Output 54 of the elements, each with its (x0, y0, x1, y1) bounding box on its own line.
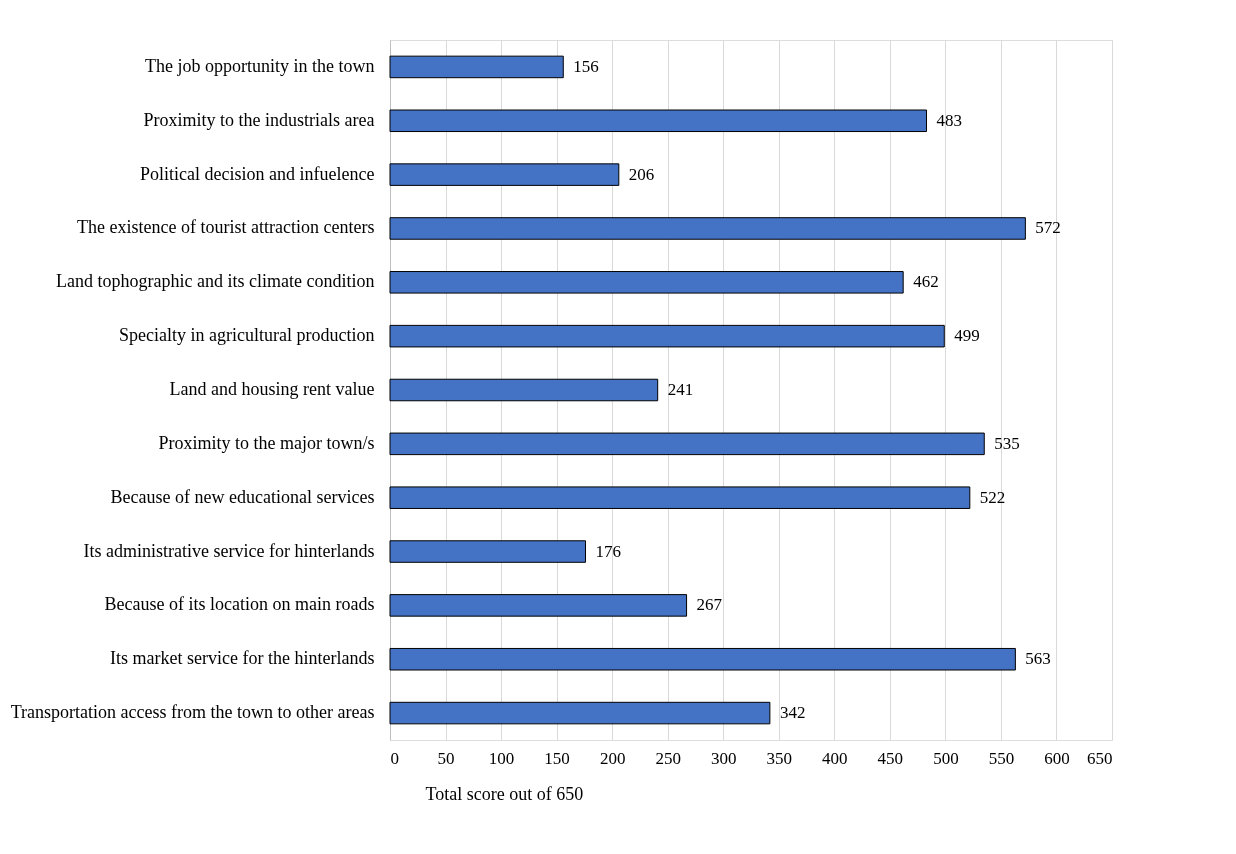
bar (389, 594, 688, 617)
x-tick-label: 350 (766, 748, 793, 768)
data-label: 535 (994, 433, 1020, 453)
y-tick-label: Proximity to the major town/s (158, 432, 375, 453)
data-label: 499 (954, 326, 980, 346)
x-axis-title: Total score out of 650 (425, 783, 584, 804)
x-tick-label: 250 (655, 748, 681, 768)
data-label: 241 (667, 380, 694, 399)
bar (389, 701, 771, 725)
x-tick-label: 400 (822, 748, 848, 768)
bar (389, 217, 1026, 240)
y-tick-label: The job opportunity in the town (145, 55, 375, 76)
data-label: 267 (696, 595, 723, 615)
data-label: 483 (936, 110, 962, 130)
bar (389, 55, 564, 79)
y-tick-label: Specialty in agricultural production (119, 325, 375, 346)
x-tick-label: 600 (1044, 748, 1070, 768)
y-tick-label: Because of its location on main roads (104, 594, 375, 615)
bar (389, 271, 904, 294)
data-label: 206 (628, 164, 655, 184)
data-label: 462 (913, 272, 939, 292)
x-tick-label: 300 (710, 748, 737, 768)
bar (389, 378, 659, 402)
x-tick-label: 650 (1087, 748, 1113, 768)
bar (389, 163, 620, 186)
x-tick-label: 50 (437, 748, 455, 768)
bar (389, 432, 985, 456)
data-label: 176 (595, 541, 621, 561)
x-tick-label: 100 (488, 748, 515, 768)
x-tick-label: 500 (933, 748, 959, 768)
x-tick-label: 0 (390, 748, 399, 768)
data-label: 342 (779, 703, 806, 723)
y-tick-label: Transportation access from the town to other areas (10, 702, 375, 723)
data-label: 522 (979, 487, 1006, 507)
data-label: 563 (1025, 649, 1051, 669)
y-tick-label: Its administrative service for hinterlands (83, 540, 375, 561)
bar (389, 324, 945, 348)
bar (389, 109, 927, 133)
y-tick-label: The existence of tourist attraction centers (77, 217, 375, 238)
y-tick-label: Land tophographic and its climate condition (56, 271, 375, 292)
y-tick-label: Land and housing rent value (169, 379, 375, 399)
y-tick-label: Political decision and infuelence (140, 163, 375, 184)
x-tick-label: 150 (544, 748, 570, 768)
y-tick-label: Because of new educational services (110, 486, 375, 507)
y-tick-label: Its market service for the hinterlands (110, 648, 375, 669)
x-tick-label: 550 (988, 748, 1015, 768)
y-tick-label: Proximity to the industrials area (143, 109, 375, 130)
bar (389, 540, 586, 563)
x-tick-label: 200 (599, 748, 626, 768)
data-label: 156 (573, 56, 599, 76)
x-tick-label: 450 (877, 748, 904, 768)
data-label: 572 (1035, 218, 1061, 238)
bar (389, 486, 971, 509)
bar (389, 647, 1016, 671)
